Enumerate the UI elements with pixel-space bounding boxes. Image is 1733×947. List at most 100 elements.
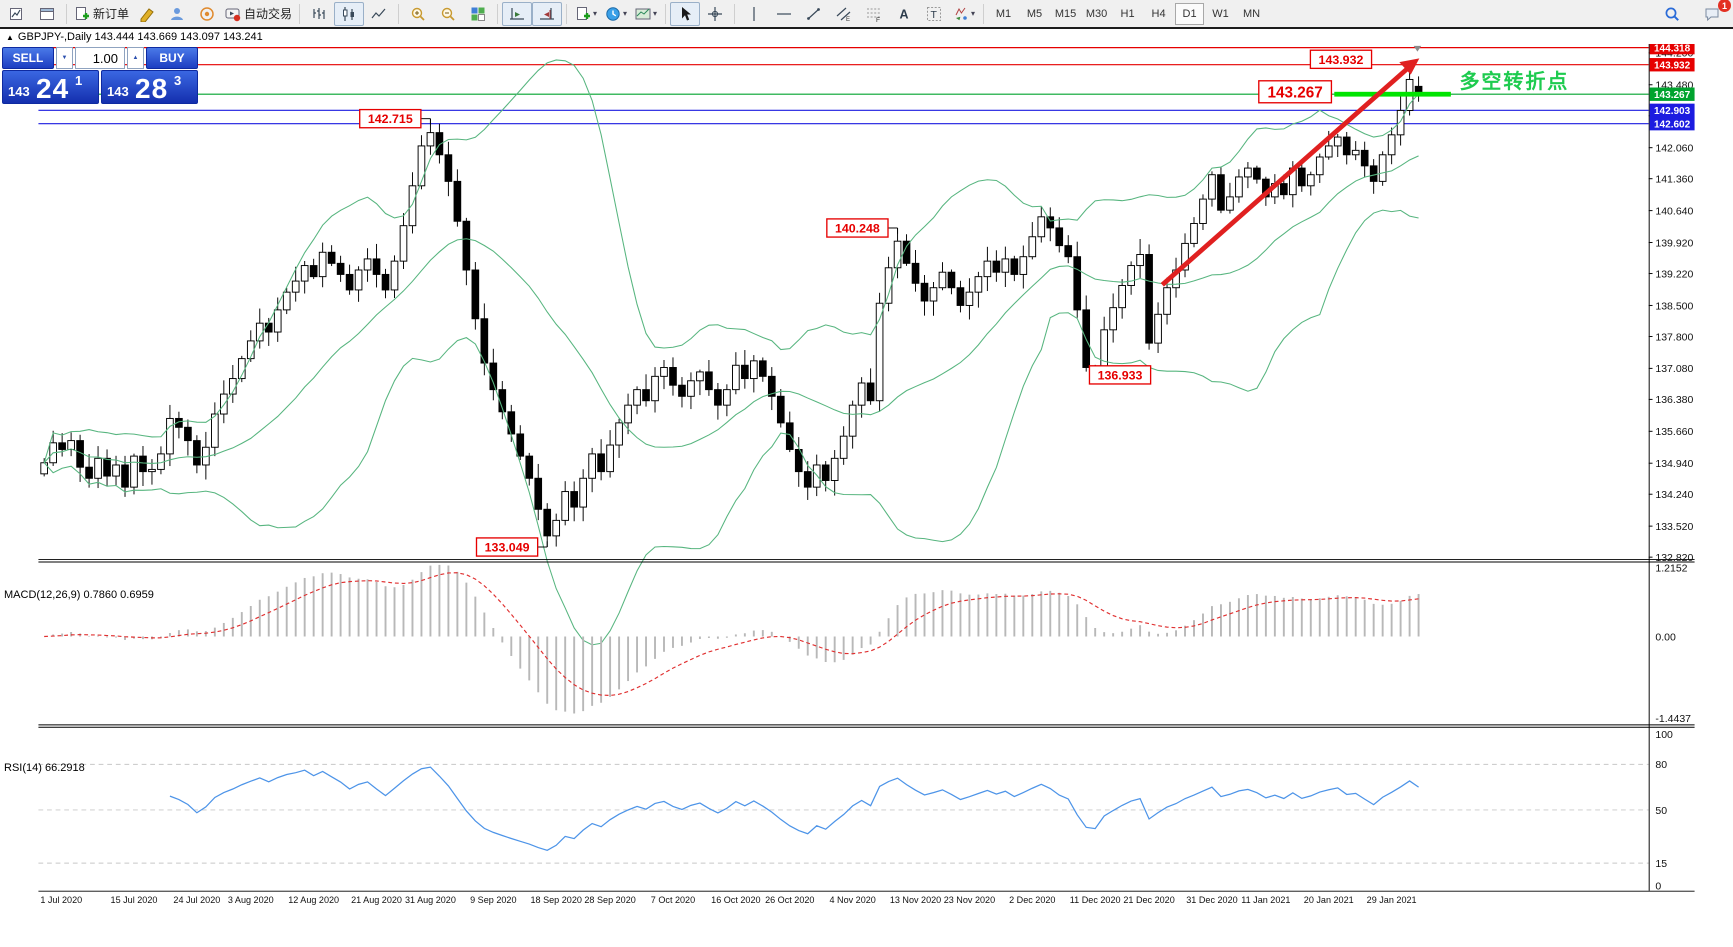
timeframe-button-mn[interactable]: MN <box>1242 7 1261 20</box>
chart-window[interactable]: ▲ GBPJPY-,Daily 143.444 143.669 143.097 1… <box>0 27 1733 947</box>
buy-button[interactable]: BUY <box>146 47 198 69</box>
tiles-icon <box>470 6 486 22</box>
timeframe-button-d1[interactable]: D1 <box>1175 2 1205 25</box>
toolbar-button-periods[interactable]: ▾ <box>601 2 631 26</box>
toolbar-button-indicators[interactable]: ▾ <box>571 2 601 26</box>
toolbar-button-tline[interactable] <box>799 2 829 26</box>
svg-text:18 Sep 2020: 18 Sep 2020 <box>530 895 581 905</box>
timeframe-button-h1[interactable]: H1 <box>1120 7 1135 20</box>
bid-price-panel[interactable]: 143 24 1 <box>2 70 99 104</box>
collapse-triangle-icon[interactable]: ▲ <box>6 33 14 42</box>
timeframe-button-m15[interactable]: M15 <box>1054 7 1077 20</box>
price-axis[interactable]: 144.200143.480142.780142.060141.360140.6… <box>1648 44 1695 893</box>
toolbar-button-chart-bars[interactable] <box>304 2 334 26</box>
timeframe-button-w1[interactable]: W1 <box>1212 7 1229 20</box>
svg-text:136.380: 136.380 <box>1655 394 1693 406</box>
toolbar: 1 新订单 自动交易 ▾ ▾ ▾ E F A T ▾ M1 M5 M15 M30 H1 H4 D1 W1 MN <box>0 0 1733 27</box>
profiles-icon <box>39 6 55 22</box>
timeframe-button-m1[interactable]: M1 <box>995 7 1012 20</box>
search-button[interactable] <box>1657 2 1687 26</box>
toolbar-button-hline[interactable] <box>769 2 799 26</box>
toolbar-button-crosshair[interactable] <box>700 2 730 26</box>
toolbar-group-1: 新订单 自动交易 <box>71 2 295 26</box>
svg-text:31 Aug 2020: 31 Aug 2020 <box>405 895 456 905</box>
svg-text:142.903: 142.903 <box>1654 106 1691 117</box>
volume-down-stepper[interactable]: ▼ <box>56 47 73 69</box>
svg-text:31 Dec 2020: 31 Dec 2020 <box>1186 895 1237 905</box>
toolbar-button-tiles[interactable] <box>463 2 493 26</box>
toolbar-button-label-tool[interactable]: T <box>919 2 949 26</box>
search-icon <box>1664 6 1680 22</box>
toolbar-button-chart-line[interactable] <box>364 2 394 26</box>
svg-text:11 Jan 2021: 11 Jan 2021 <box>1241 895 1290 905</box>
svg-text:F: F <box>876 17 880 22</box>
toolbar-button-new-order[interactable]: 新订单 <box>71 2 132 26</box>
toolbar-button-channel[interactable]: E <box>829 2 859 26</box>
trend-arrow[interactable] <box>1160 61 1416 287</box>
toolbar-button-zoom-in[interactable] <box>403 2 433 26</box>
svg-text:0.00: 0.00 <box>1655 631 1676 643</box>
svg-text:50: 50 <box>1655 805 1667 817</box>
chevron-down-icon: ▾ <box>653 9 658 18</box>
svg-text:13 Nov 2020: 13 Nov 2020 <box>890 895 941 905</box>
macd-panel[interactable] <box>44 564 1420 714</box>
timeframe-button-m30[interactable]: M30 <box>1085 7 1108 20</box>
macd-label: MACD(12,26,9) 0.7860 0.6959 <box>4 589 154 601</box>
svg-text:11 Dec 2020: 11 Dec 2020 <box>1070 895 1121 905</box>
toolbar-button-signals[interactable] <box>162 2 192 26</box>
annotation-text[interactable]: 多空转折点 <box>1459 69 1569 93</box>
svg-text:140.248: 140.248 <box>835 221 880 235</box>
chart-shift-marker[interactable] <box>1413 45 1422 52</box>
svg-text:143.932: 143.932 <box>1654 61 1691 72</box>
timeframe-button-m5[interactable]: M5 <box>1026 7 1043 20</box>
text-tool-icon: A <box>896 6 912 22</box>
svg-text:0: 0 <box>1655 881 1661 893</box>
price-chart[interactable]: 多空转折点 142.715 140.248 136.933 133.049 143.932… <box>0 44 1733 947</box>
toolbar-group-6 <box>670 1 730 26</box>
toolbar-button-news[interactable] <box>192 2 222 26</box>
toolbar-button-text-tool[interactable]: A <box>889 2 919 26</box>
fibo-icon: F <box>866 6 882 22</box>
toolbar-button-metaeditor[interactable] <box>132 2 162 26</box>
chat-icon <box>1704 6 1720 22</box>
svg-text:139.920: 139.920 <box>1655 237 1693 249</box>
hline-icon <box>776 6 792 22</box>
chevron-down-icon: ▾ <box>623 9 628 18</box>
toolbar-group-3 <box>403 2 493 26</box>
timeframe-button-h4[interactable]: H4 <box>1151 7 1166 20</box>
ask-point: 3 <box>174 73 182 88</box>
chat-button[interactable]: 1 <box>1697 0 1731 26</box>
svg-text:26 Oct 2020: 26 Oct 2020 <box>765 895 814 905</box>
news-icon <box>199 6 215 22</box>
svg-text:21 Aug 2020: 21 Aug 2020 <box>351 895 402 905</box>
vline-icon <box>746 6 762 22</box>
chevron-down-icon: ▾ <box>593 9 598 18</box>
svg-text:142.602: 142.602 <box>1654 119 1691 130</box>
toolbar-button-chart-candles[interactable] <box>334 1 365 26</box>
toolbar-separator <box>299 3 301 24</box>
ask-price-panel[interactable]: 143 28 3 <box>101 70 198 104</box>
toolbar-button-autotrading[interactable]: 自动交易 <box>222 2 295 26</box>
toolbar-button-profiles[interactable] <box>32 2 62 26</box>
svg-text:133.520: 133.520 <box>1655 521 1693 533</box>
toolbar-button-templates[interactable]: ▾ <box>631 2 661 26</box>
toolbar-button-zoom-out[interactable] <box>433 2 463 26</box>
toolbar-button-vline[interactable] <box>739 2 769 26</box>
chart-bars-icon <box>311 6 327 22</box>
sell-button[interactable]: SELL <box>2 47 54 69</box>
toolbar-button-fibo[interactable]: F <box>859 2 889 26</box>
svg-text:139.220: 139.220 <box>1655 268 1693 280</box>
volume-input[interactable]: 1.00 <box>75 47 125 69</box>
toolbar-button-arrows[interactable]: ▾ <box>949 2 979 26</box>
svg-text:7 Oct 2020: 7 Oct 2020 <box>651 895 695 905</box>
highlight-segment[interactable] <box>1334 91 1451 97</box>
toolbar-button-new-chart[interactable] <box>2 2 32 26</box>
volume-up-stepper[interactable]: ▲ <box>127 47 144 69</box>
toolbar-button-shift[interactable] <box>532 1 563 26</box>
toolbar-button-autoscroll[interactable] <box>502 1 533 26</box>
rsi-panel[interactable] <box>38 763 1649 864</box>
svg-text:15: 15 <box>1655 858 1667 870</box>
toolbar-button-cursor[interactable] <box>670 1 701 26</box>
date-axis[interactable]: 1 Jul 2020 15 Jul 2020 24 Jul 2020 3 Aug 20… <box>40 895 1416 905</box>
